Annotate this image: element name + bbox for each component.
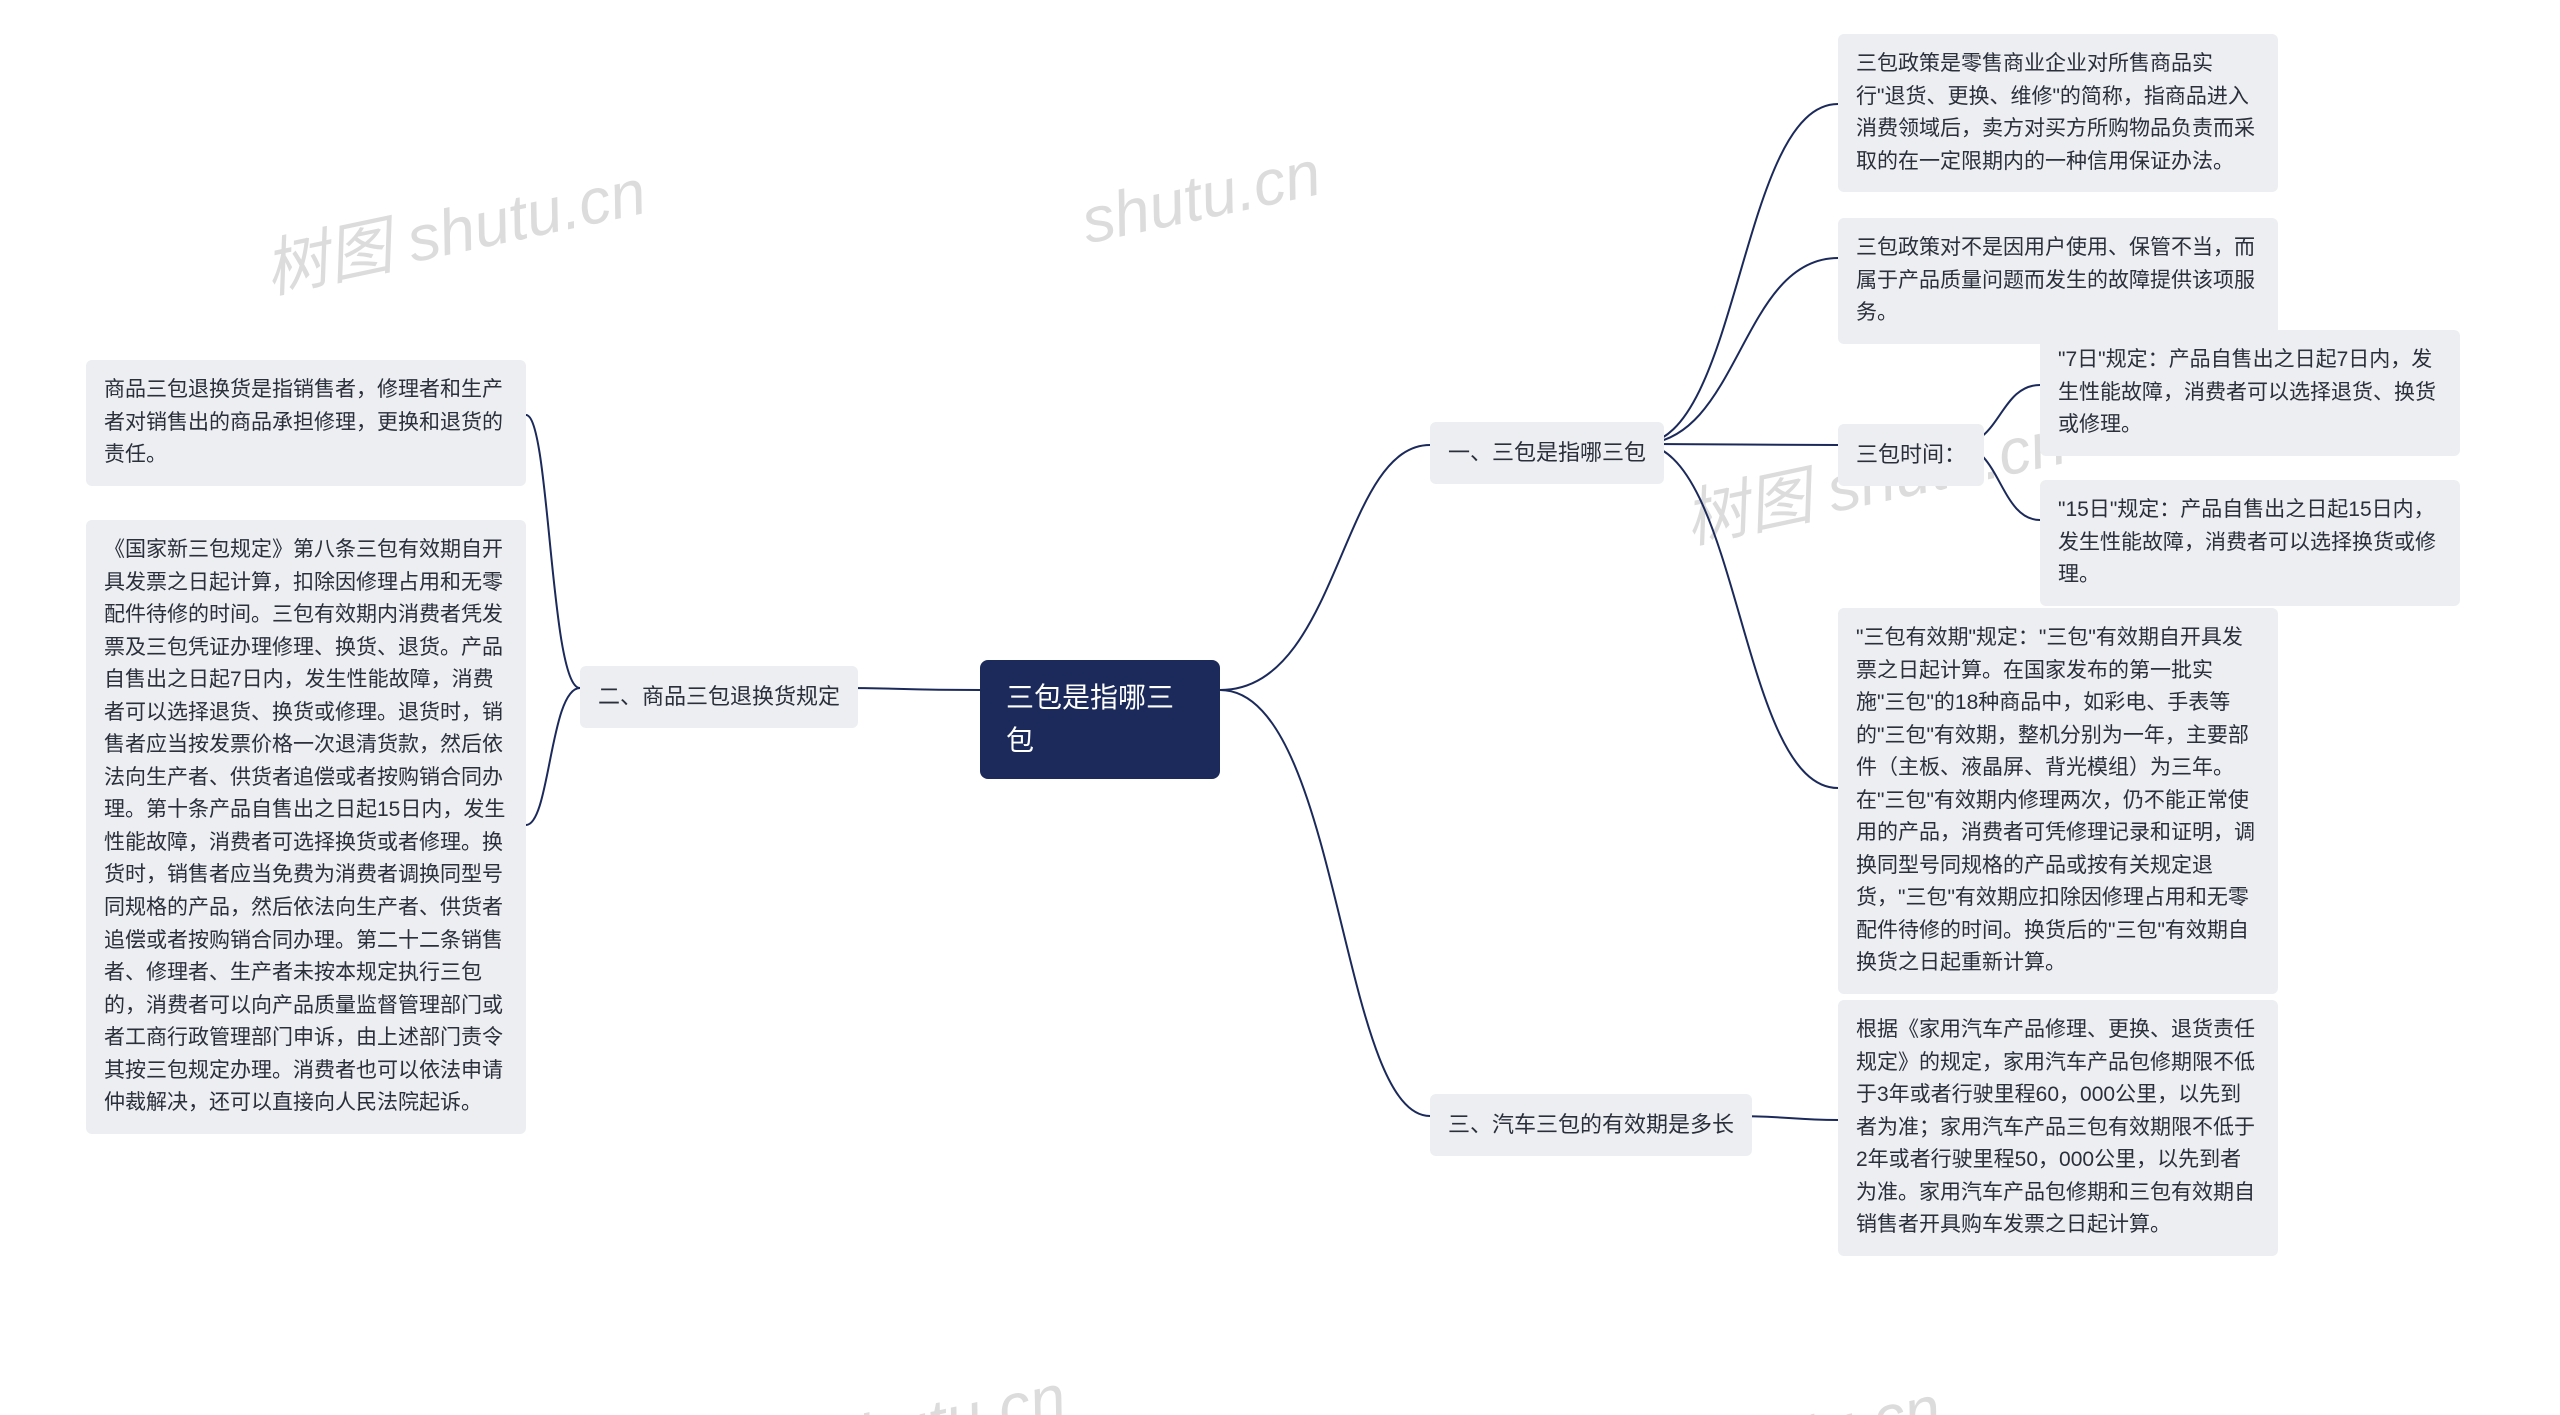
leaf-b1c2: 三包政策对不是因用户使用、保管不当，而属于产品质量问题而发生的故障提供该项服务。 (1838, 218, 2278, 344)
leaf-b2c2: 《国家新三包规定》第八条三包有效期自开具发票之日起计算，扣除因修理占用和无零配件… (86, 520, 526, 1134)
watermark: shutu.cn (1075, 136, 1327, 259)
leaf-b1c1: 三包政策是零售商业企业对所售商品实行"退货、更换、维修"的简称，指商品进入消费领… (1838, 34, 2278, 192)
branch-b3: 三、汽车三包的有效期是多长 (1430, 1094, 1752, 1156)
branch-b2: 二、商品三包退换货规定 (580, 666, 858, 728)
leaf-b1c3a: "7日"规定：产品自售出之日起7日内，发生性能故障，消费者可以选择退货、换货或修… (2040, 330, 2460, 456)
root-node: 三包是指哪三包 (980, 660, 1220, 779)
mindmap-canvas: 树图 shutu.cn 树图 shutu.cn shutu.cn 树图 shut… (0, 0, 2560, 1415)
watermark: 树图 shutu.cn (255, 141, 653, 312)
leaf-b1c4: "三包有效期"规定："三包"有效期自开具发票之日起计算。在国家发布的第一批实施"… (1838, 608, 2278, 994)
watermark: 树图 shutu.cn (675, 1346, 1073, 1415)
leaf-b1c3b: "15日"规定：产品自售出之日起15日内，发生性能故障，消费者可以选择换货或修理… (2040, 480, 2460, 606)
watermark: shutu.cn (1695, 1371, 1947, 1415)
branch-b1c3: 三包时间： (1838, 424, 1984, 486)
leaf-b2c1: 商品三包退换货是指销售者，修理者和生产者对销售出的商品承担修理，更换和退货的责任… (86, 360, 526, 486)
branch-b1: 一、三包是指哪三包 (1430, 422, 1664, 484)
leaf-b3c1: 根据《家用汽车产品修理、更换、退货责任规定》的规定，家用汽车产品包修期限不低于3… (1838, 1000, 2278, 1256)
